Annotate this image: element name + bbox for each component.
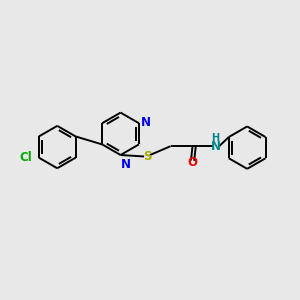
Text: N: N [121, 158, 131, 171]
Text: H: H [212, 133, 220, 142]
Text: O: O [188, 156, 198, 169]
Text: S: S [143, 150, 151, 163]
Text: N: N [211, 140, 221, 153]
Text: Cl: Cl [20, 151, 32, 164]
Text: N: N [141, 116, 151, 129]
